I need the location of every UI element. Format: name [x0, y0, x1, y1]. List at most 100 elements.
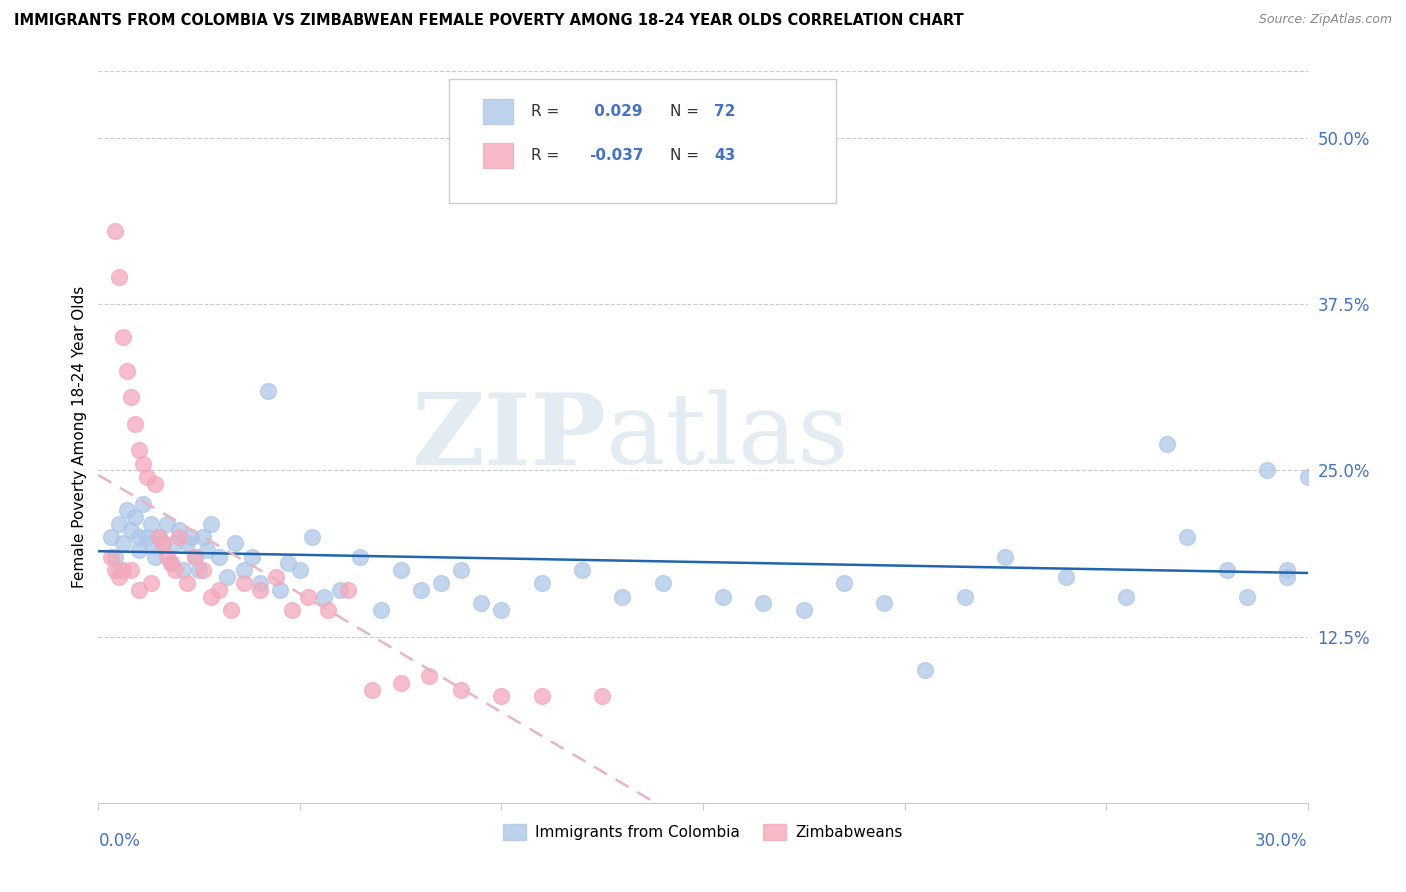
Point: [167, 530, 190, 544]
Point: [128, 530, 150, 544]
Point: [160, 557, 183, 571]
Point: [651, 576, 673, 591]
Point: [107, 570, 129, 584]
Point: [994, 549, 1017, 564]
Point: [107, 270, 129, 285]
Point: [221, 603, 243, 617]
Point: [148, 530, 170, 544]
Point: [163, 563, 186, 577]
Point: [612, 590, 634, 604]
Point: [180, 530, 202, 544]
Point: [148, 530, 170, 544]
Point: [100, 530, 122, 544]
Point: [193, 563, 215, 577]
Point: [188, 563, 211, 577]
Point: [132, 457, 155, 471]
Text: R =: R =: [530, 104, 564, 120]
Text: R =: R =: [530, 148, 564, 163]
Point: [111, 330, 134, 344]
Point: [591, 690, 613, 704]
Text: -0.037: -0.037: [589, 148, 643, 163]
Point: [139, 576, 162, 591]
Point: [135, 530, 157, 544]
Point: [530, 576, 553, 591]
Text: Source: ZipAtlas.com: Source: ZipAtlas.com: [1258, 13, 1392, 27]
Point: [370, 603, 392, 617]
Point: [530, 690, 553, 704]
Point: [349, 549, 371, 564]
Point: [301, 530, 323, 544]
Point: [176, 576, 198, 591]
Point: [156, 549, 179, 564]
Point: [314, 590, 336, 604]
Point: [172, 563, 194, 577]
Point: [249, 576, 271, 591]
Point: [152, 536, 174, 550]
Text: atlas: atlas: [606, 389, 849, 485]
Point: [264, 570, 287, 584]
Point: [217, 570, 239, 584]
Point: [297, 590, 319, 604]
Point: [193, 530, 215, 544]
Point: [337, 582, 360, 597]
Point: [418, 669, 440, 683]
Text: 0.029: 0.029: [589, 104, 643, 120]
Point: [200, 516, 222, 531]
Point: [389, 676, 412, 690]
Point: [1115, 590, 1137, 604]
FancyBboxPatch shape: [449, 78, 837, 203]
Point: [793, 603, 815, 617]
Point: [1175, 530, 1198, 544]
Point: [195, 543, 218, 558]
Point: [450, 682, 472, 697]
Point: [167, 523, 190, 537]
Text: 30.0%: 30.0%: [1256, 832, 1308, 850]
Point: [100, 549, 122, 564]
Text: N =: N =: [669, 104, 703, 120]
Point: [124, 509, 146, 524]
Point: [711, 590, 734, 604]
Point: [1296, 470, 1319, 484]
Point: [1277, 570, 1299, 584]
Point: [873, 596, 896, 610]
Point: [470, 596, 492, 610]
Point: [143, 476, 166, 491]
Point: [143, 549, 166, 564]
Point: [135, 470, 157, 484]
Point: [139, 536, 162, 550]
Point: [491, 690, 513, 704]
Point: [1216, 563, 1239, 577]
Point: [430, 576, 453, 591]
Point: [111, 536, 134, 550]
Point: [103, 224, 125, 238]
Point: [409, 582, 432, 597]
Point: [329, 582, 352, 597]
Point: [1156, 436, 1178, 450]
FancyBboxPatch shape: [482, 143, 513, 169]
Point: [152, 536, 174, 550]
Point: [128, 582, 150, 597]
Point: [156, 516, 179, 531]
Point: [139, 516, 162, 531]
Legend: Immigrants from Colombia, Zimbabweans: Immigrants from Colombia, Zimbabweans: [498, 818, 908, 847]
Point: [107, 516, 129, 531]
Point: [491, 603, 513, 617]
Point: [128, 443, 150, 458]
Point: [269, 582, 291, 597]
Point: [288, 563, 311, 577]
Point: [200, 590, 222, 604]
Point: [115, 503, 138, 517]
Point: [1054, 570, 1077, 584]
Point: [389, 563, 412, 577]
Point: [132, 497, 155, 511]
Point: [914, 663, 936, 677]
FancyBboxPatch shape: [482, 99, 513, 124]
Point: [224, 536, 246, 550]
Point: [232, 563, 254, 577]
Point: [124, 417, 146, 431]
Text: IMMIGRANTS FROM COLOMBIA VS ZIMBABWEAN FEMALE POVERTY AMONG 18-24 YEAR OLDS CORR: IMMIGRANTS FROM COLOMBIA VS ZIMBABWEAN F…: [14, 13, 963, 29]
Point: [752, 596, 775, 610]
Text: N =: N =: [669, 148, 703, 163]
Point: [316, 603, 339, 617]
Point: [361, 682, 384, 697]
